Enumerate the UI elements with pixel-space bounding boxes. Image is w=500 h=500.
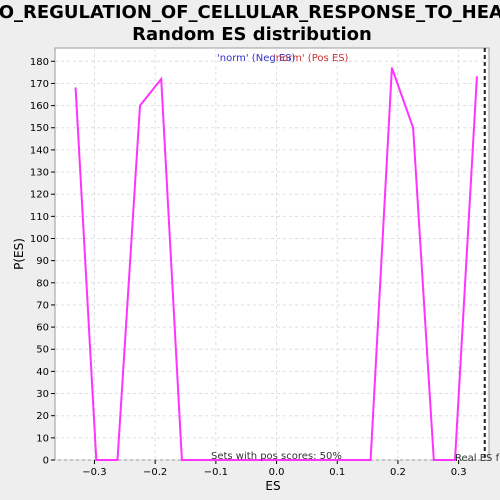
data-point: [432, 459, 435, 461]
x-tick-label: −0.2: [143, 467, 167, 478]
y-tick-label: 170: [30, 79, 49, 90]
data-point: [476, 75, 478, 78]
y-tick-label: 130: [30, 168, 49, 179]
series-layer: [74, 67, 478, 461]
y-axis-label: P(ES): [12, 238, 26, 270]
y-tick-label: 180: [30, 57, 49, 68]
data-point: [369, 459, 372, 461]
y-tick-label: 150: [30, 123, 49, 134]
data-point: [391, 67, 393, 69]
data-point: [74, 87, 77, 89]
x-tick-label: 0.3: [451, 467, 467, 478]
y-tick-label: 50: [36, 345, 49, 356]
x-tick-label: 0.2: [390, 467, 406, 478]
data-point: [160, 78, 163, 80]
data-point: [139, 104, 141, 107]
data-point: [181, 459, 183, 461]
x-tick-label: −0.3: [82, 467, 106, 478]
y-tick-label: 0: [43, 456, 49, 467]
es-distribution-line: [74, 67, 478, 461]
chart-title-line2: Random ES distribution: [132, 24, 372, 45]
y-tick-label: 80: [36, 278, 49, 289]
plot-area: [54, 47, 490, 461]
y-tick-label: 70: [36, 300, 49, 311]
x-tick-label: 0.0: [269, 467, 285, 478]
x-axis-label: ES: [265, 479, 280, 493]
pos-scores-annotation: Sets with pos scores: 50%: [211, 451, 342, 462]
y-tick-label: 140: [30, 145, 49, 156]
data-point: [412, 126, 414, 129]
y-tick-label: 30: [36, 389, 49, 400]
y-tick-label: 110: [30, 212, 49, 223]
data-point: [95, 459, 98, 461]
legend-pos: 'norm' (Pos ES): [273, 53, 349, 64]
real-es-label: Real ES f: [455, 453, 500, 464]
y-tick-label: 20: [36, 411, 49, 422]
chart-title-line1: GO_REGULATION_OF_CELLULAR_RESPONSE_TO_HE…: [0, 2, 500, 23]
y-tick-label: 160: [30, 101, 49, 112]
y-tick-label: 100: [30, 234, 49, 245]
y-tick-label: 10: [36, 433, 49, 444]
legend-neg: 'norm' (Neg ES): [217, 53, 296, 64]
x-tick-label: −0.1: [204, 467, 228, 478]
data-point: [116, 459, 119, 461]
x-tick-label: 0.1: [329, 467, 345, 478]
data-point: [454, 459, 456, 461]
y-axis: 0 10 20 30 40 50 60 70 80 90 100 110 120 130 140 150 160…: [30, 57, 55, 467]
y-tick-label: 40: [36, 367, 49, 378]
x-axis: −0.3 −0.2 −0.1 0.0 0.1 0.2 0.3: [82, 460, 467, 478]
y-tick-label: 60: [36, 323, 49, 334]
y-tick-label: 120: [30, 190, 49, 201]
y-tick-label: 90: [36, 256, 49, 267]
